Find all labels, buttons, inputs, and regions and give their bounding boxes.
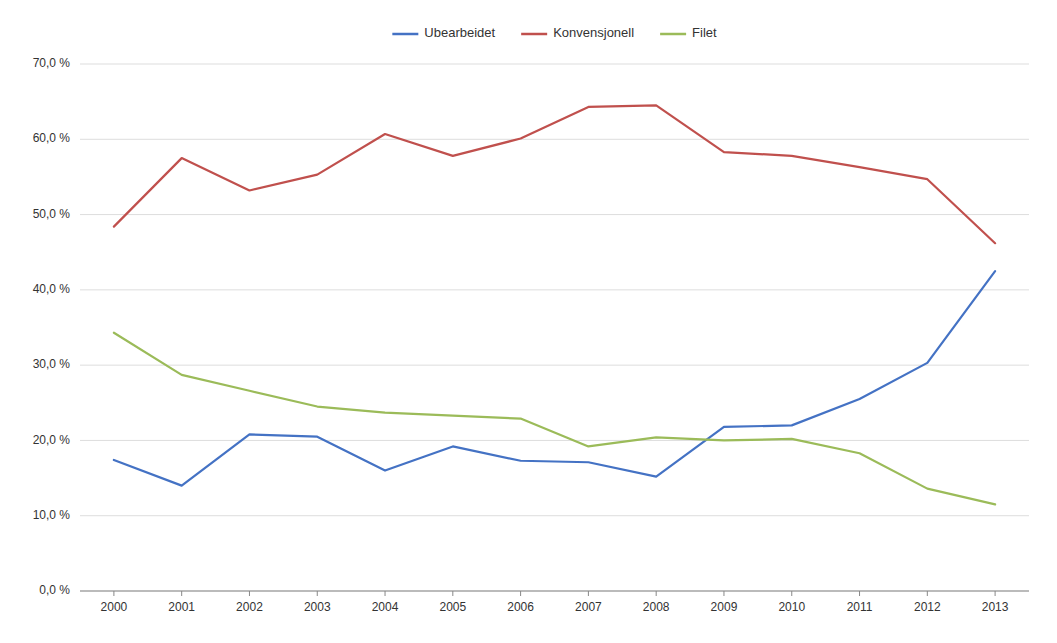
lines — [114, 105, 995, 504]
grid-line — [80, 365, 1029, 366]
x-tick-label: 2012 — [914, 600, 941, 614]
y-tick-label: 60,0 % — [33, 131, 71, 145]
grid-line — [80, 139, 1029, 140]
x-tick — [113, 591, 114, 596]
x-tick-label: 2010 — [778, 600, 805, 614]
x-tick — [452, 591, 453, 596]
x-tick — [656, 591, 657, 596]
legend-swatch — [660, 33, 686, 36]
x-tick — [927, 591, 928, 596]
grid-line — [80, 64, 1029, 65]
x-tick — [588, 591, 589, 596]
y-tick-label: 10,0 % — [33, 508, 71, 522]
x-tick-label: 2009 — [711, 600, 738, 614]
x-tick — [723, 591, 724, 596]
grid-line — [80, 214, 1029, 215]
x-tick-label: 2000 — [101, 600, 128, 614]
series-line — [114, 271, 995, 486]
grid-line — [80, 591, 1029, 592]
x-tick-label: 2001 — [168, 600, 195, 614]
y-tick-label: 30,0 % — [33, 357, 71, 371]
x-axis-line — [80, 591, 1029, 592]
y-tick-labels: 0,0 % 10,0 % 20,0 % 30,0 % 40,0 % 50,0 % 60,0 … — [33, 56, 71, 597]
x-tick — [385, 591, 386, 596]
x-axis: 2000 2001 2002 2003 2004 2005 2006 2007 2008 2009… — [80, 591, 1029, 614]
x-tick-label: 2008 — [643, 600, 670, 614]
grid-line — [80, 515, 1029, 516]
y-tick-label: 40,0 % — [33, 282, 71, 296]
x-tick-label: 2005 — [439, 600, 466, 614]
legend-swatch — [521, 33, 547, 36]
x-tick — [995, 591, 996, 596]
x-tick — [181, 591, 182, 596]
series-line — [114, 105, 995, 243]
y-grid — [80, 64, 1029, 591]
x-tick-label: 2011 — [847, 600, 873, 614]
legend-item: Filet — [660, 25, 717, 40]
y-tick-label: 20,0 % — [33, 433, 71, 447]
grid-line — [80, 440, 1029, 441]
y-tick-label: 0,0 % — [39, 583, 70, 597]
x-tick-label: 2006 — [507, 600, 534, 614]
x-tick-label: 2013 — [982, 600, 1009, 614]
chart: 0,0 % 10,0 % 20,0 % 30,0 % 40,0 % 50,0 % 60,0 … — [0, 0, 1057, 643]
y-tick-label: 70,0 % — [33, 56, 71, 70]
x-tick-label: 2003 — [304, 600, 331, 614]
x-tick — [249, 591, 250, 596]
legend-label: Filet — [692, 25, 717, 40]
x-tick-label: 2004 — [372, 600, 399, 614]
series-line — [114, 333, 995, 505]
x-tick — [520, 591, 521, 596]
x-tick-label: 2007 — [575, 600, 602, 614]
legend-item: Ubearbeidet — [392, 25, 495, 40]
x-tick-label: 2002 — [236, 600, 263, 614]
legend-swatch — [392, 33, 418, 36]
x-tick — [859, 591, 860, 596]
grid-line — [80, 289, 1029, 290]
legend-label: Konvensjonell — [553, 25, 634, 40]
x-tick — [317, 591, 318, 596]
y-tick-label: 50,0 % — [33, 207, 71, 221]
legend: Ubearbeidet Konvensjonell Filet — [392, 25, 717, 40]
x-tick — [791, 591, 792, 596]
legend-label: Ubearbeidet — [424, 25, 495, 40]
legend-item: Konvensjonell — [521, 25, 634, 40]
